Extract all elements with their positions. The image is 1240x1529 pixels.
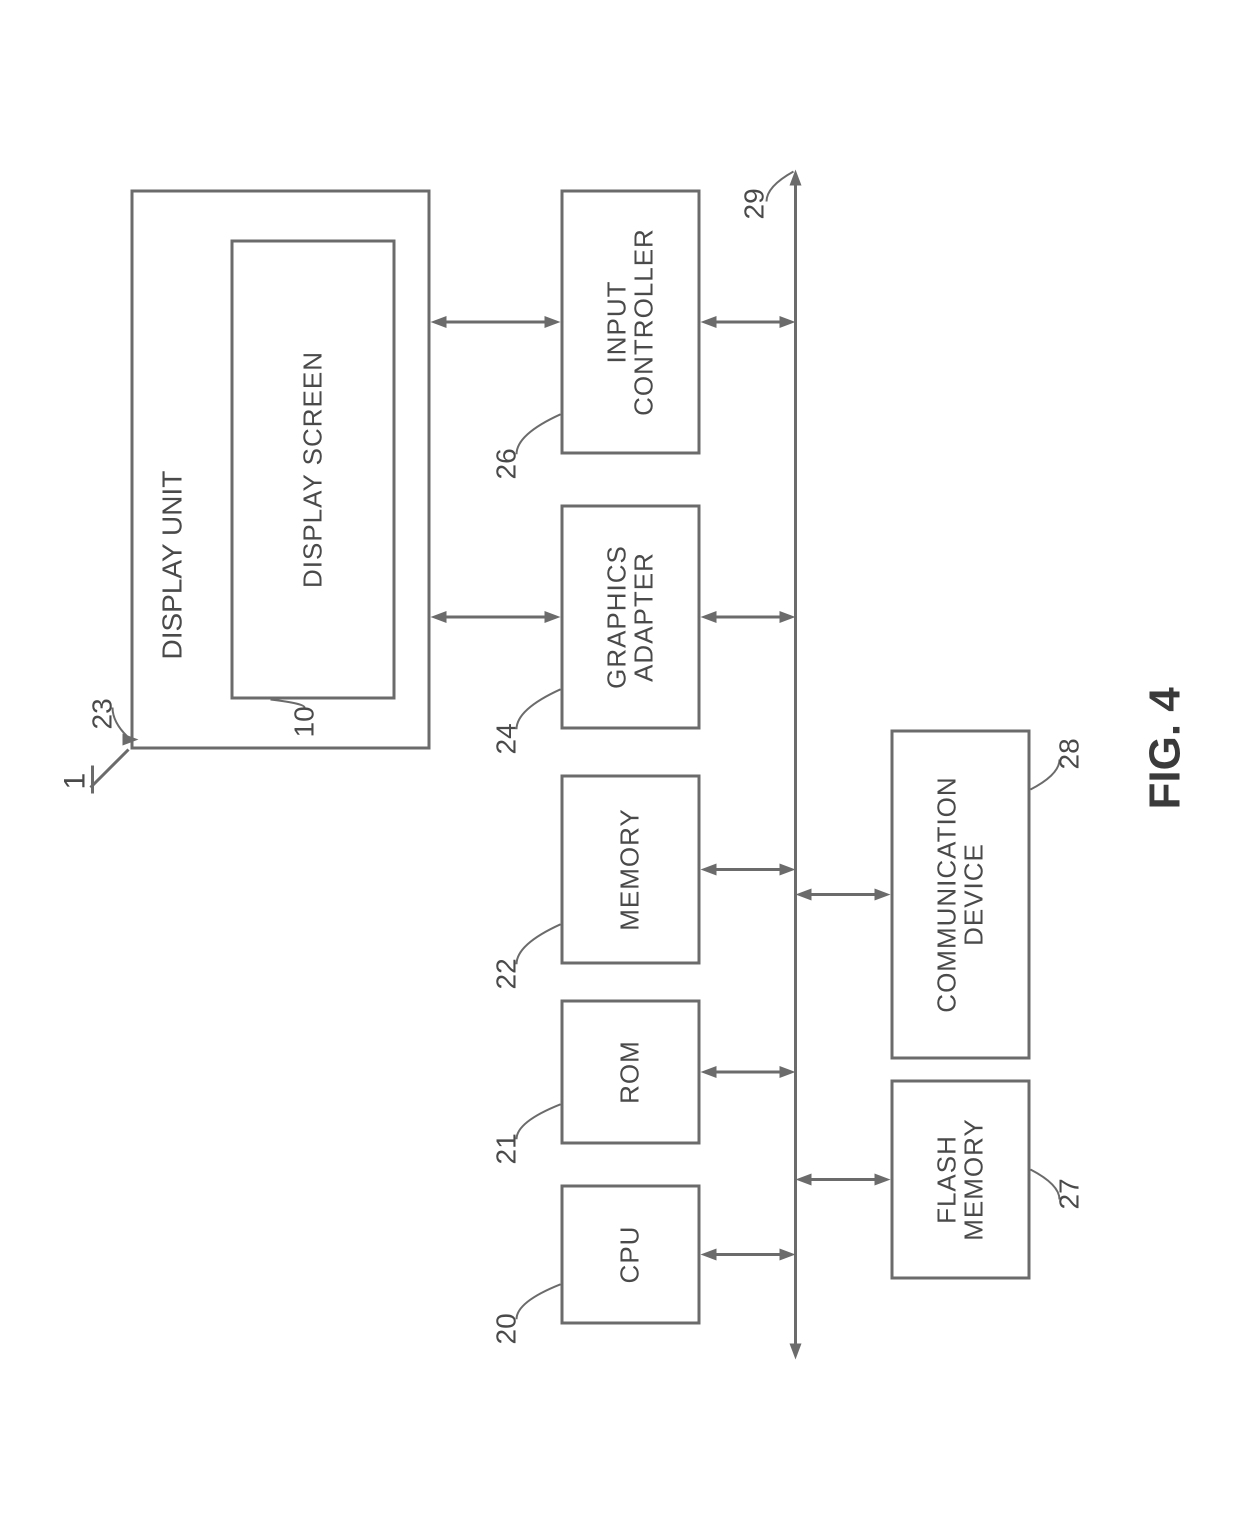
rom-box: ROM: [560, 999, 700, 1144]
display-screen-box: DISPLAY SCREEN: [230, 239, 395, 699]
flash-ref: 27: [1055, 1178, 1083, 1209]
flash-box: FLASH MEMORY: [890, 1079, 1030, 1279]
comm-ref: 28: [1055, 738, 1083, 769]
display-screen-ref: 10: [290, 706, 318, 737]
display-unit-label: DISPLAY UNIT: [158, 470, 186, 659]
gfx-ref: 24: [492, 723, 520, 754]
memory-ref: 22: [492, 958, 520, 989]
figure-stage: DISPLAY UNIT DISPLAY SCREEN CPU 20 ROM 21 MEMO…: [0, 0, 1240, 1529]
comm-box: COMMUNICATION DEVICE: [890, 729, 1030, 1059]
inctrl-box: INPUT CONTROLLER: [560, 189, 700, 454]
display-unit-ref: 23: [88, 698, 116, 729]
device-ref: 1: [60, 772, 90, 789]
rom-ref: 21: [492, 1133, 520, 1164]
bus-ref: 29: [740, 188, 768, 219]
cpu-box: CPU: [560, 1184, 700, 1324]
memory-box: MEMORY: [560, 774, 700, 964]
figure-caption: FIG. 4: [1140, 687, 1190, 809]
rotated-canvas: DISPLAY UNIT DISPLAY SCREEN CPU 20 ROM 21 MEMO…: [0, 0, 1240, 1529]
gfx-box: GRAPHICS ADAPTER: [560, 504, 700, 729]
cpu-ref: 20: [492, 1313, 520, 1344]
inctrl-ref: 26: [492, 448, 520, 479]
